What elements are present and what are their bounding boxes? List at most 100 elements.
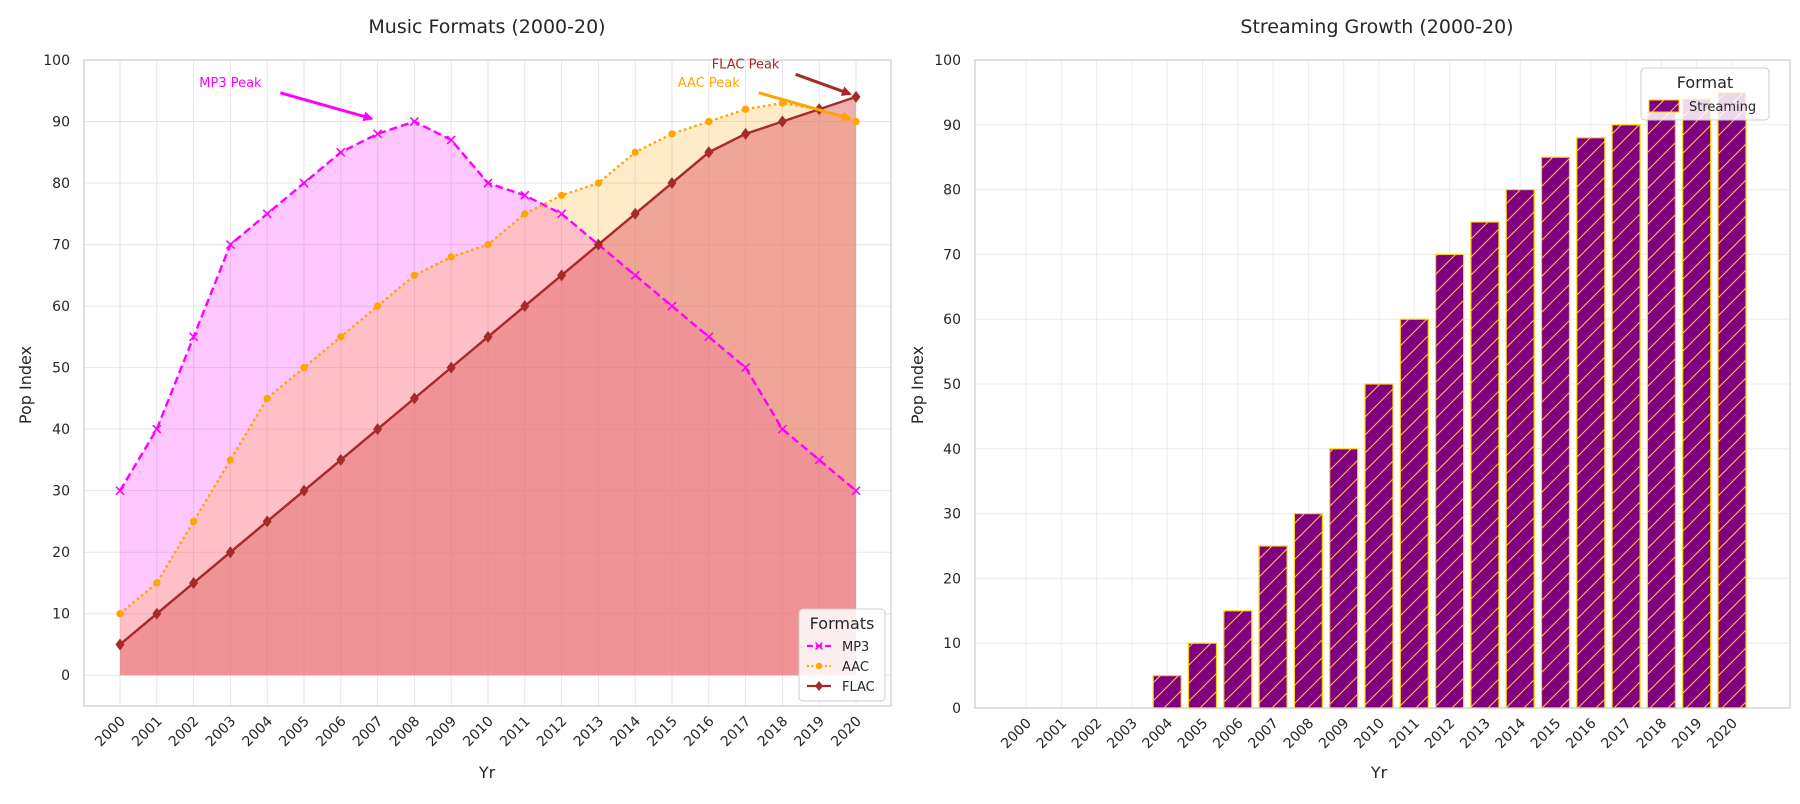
point-aac (594, 179, 603, 187)
x-tick-label: 2004 (240, 713, 277, 750)
legend-label-flac: FLAC (842, 680, 875, 695)
bar-2013 (1470, 221, 1500, 709)
plot-frame (83, 59, 892, 707)
point-mp3 (667, 301, 677, 311)
point-mp3 (777, 424, 787, 434)
point-flac (483, 330, 493, 343)
legend-box (798, 608, 886, 702)
point-mp3 (851, 486, 861, 496)
x-tick-label: 2001 (1034, 716, 1071, 753)
y-axis-label-left: Pop Index (16, 346, 35, 424)
point-mp3 (704, 332, 714, 342)
x-tick-label: 2013 (1457, 716, 1494, 753)
y-tick-label: 0 (61, 668, 70, 684)
point-flac (262, 515, 272, 528)
plot-frame (974, 59, 1791, 709)
point-flac (446, 361, 456, 374)
x-tick-label: 2017 (718, 714, 755, 751)
x-tick-label: 2015 (644, 714, 681, 751)
point-mp3 (814, 455, 824, 465)
point-mp3 (520, 190, 530, 200)
x-axis-label-left: Yr (478, 763, 496, 782)
x-tick-label: 2002 (166, 714, 203, 751)
x-tick-label: 2015 (1528, 716, 1565, 753)
y-tick-label: 30 (52, 484, 70, 500)
y-tick-label: 90 (943, 118, 961, 134)
point-flac (667, 177, 677, 190)
legend-marker-aac (815, 662, 823, 670)
bar-2005 (1187, 642, 1218, 709)
point-flac (409, 392, 419, 405)
x-tick-label: 2017 (1598, 716, 1635, 753)
point-flac (851, 90, 861, 103)
point-aac (631, 148, 639, 156)
point-mp3 (409, 116, 419, 127)
point-aac (668, 130, 676, 138)
x-tick-label: 2016 (681, 713, 718, 750)
bar-2020 (1717, 91, 1747, 709)
point-aac (374, 302, 382, 310)
point-flac (593, 238, 603, 251)
chart-title-left: Music Formats (2000-20) (368, 16, 605, 38)
x-tick-label: 2012 (534, 714, 571, 751)
point-aac (153, 579, 161, 587)
x-tick-label: 2018 (755, 714, 792, 751)
y-tick-label: 40 (52, 422, 70, 438)
point-aac (116, 610, 124, 618)
annotation-arrow (795, 72, 852, 96)
area-flac (120, 96, 856, 676)
y-tick-label: 50 (52, 361, 70, 377)
point-mp3 (225, 240, 235, 250)
point-aac (447, 253, 455, 261)
x-tick-label: 2018 (1634, 716, 1671, 753)
point-mp3 (189, 332, 199, 342)
point-aac (337, 333, 345, 341)
annotation-label: MP3 Peak (199, 76, 262, 91)
point-flac (189, 576, 199, 589)
point-mp3 (262, 209, 272, 219)
x-tick-label: 2007 (1245, 716, 1282, 753)
legend-right: Format Streaming (1640, 67, 1770, 121)
point-flac (630, 207, 640, 220)
point-mp3 (373, 129, 383, 139)
point-mp3 (336, 147, 346, 157)
bar-2017 (1611, 124, 1641, 709)
x-tick-label: 2010 (460, 714, 497, 751)
point-mp3 (741, 363, 751, 373)
x-tick-label: 2011 (1387, 716, 1424, 753)
bar-2004 (1152, 674, 1182, 709)
bar-2018 (1646, 111, 1677, 709)
y-tick-label: 10 (943, 636, 961, 652)
point-flac (373, 423, 383, 436)
x-tick-label: 2003 (203, 714, 240, 751)
annotation-arrow (279, 91, 374, 122)
y-tick-label: 0 (952, 701, 961, 717)
y-tick-label: 20 (943, 571, 961, 587)
legend-swatch-streaming (1648, 99, 1680, 113)
x-tick-label: 2020 (1704, 716, 1741, 753)
x-tick-label: 2004 (1140, 715, 1177, 752)
point-flac (336, 453, 346, 466)
point-flac (152, 607, 162, 620)
point-mp3 (115, 486, 125, 496)
x-tick-label: 2010 (1351, 716, 1388, 753)
x-tick-label: 2006 (313, 713, 350, 750)
y-tick-label: 80 (943, 183, 961, 199)
annotation-label: FLAC Peak (712, 57, 780, 72)
x-tick-label: 2008 (387, 714, 424, 751)
plot-area-right: 0102030405060708090100200020012002200320… (934, 53, 1791, 753)
y-tick-label: 60 (943, 312, 961, 328)
point-mp3 (483, 178, 493, 188)
y-tick-label: 90 (52, 115, 70, 131)
y-tick-label: 100 (934, 53, 961, 69)
x-tick-label: 2016 (1563, 715, 1600, 752)
point-flac (299, 484, 309, 497)
x-axis-label-right: Yr (1370, 763, 1388, 782)
y-tick-label: 100 (43, 53, 70, 69)
point-mp3 (557, 209, 567, 219)
x-tick-label: 2019 (792, 714, 829, 751)
bar-2009 (1329, 448, 1359, 709)
x-tick-label: 2006 (1210, 715, 1247, 752)
